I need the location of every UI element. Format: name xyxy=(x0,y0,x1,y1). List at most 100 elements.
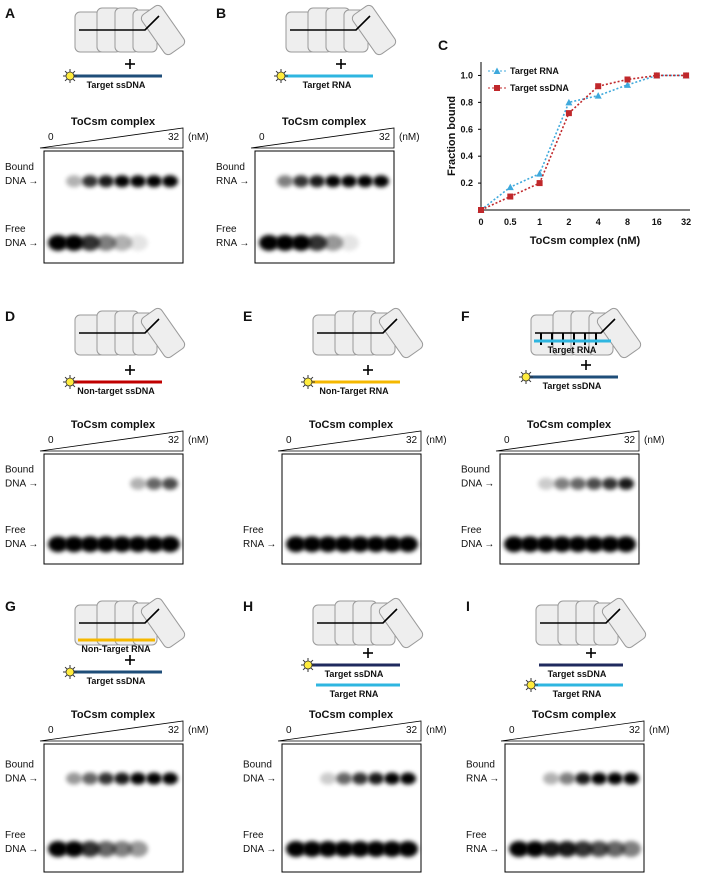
crrna xyxy=(317,608,398,624)
panel-label: F xyxy=(461,308,470,324)
marker xyxy=(683,72,690,79)
strand-name: Target RNA xyxy=(548,345,597,355)
panel-label: E xyxy=(243,308,252,324)
free-label: DNA → xyxy=(243,844,276,855)
conc-start: 0 xyxy=(286,435,292,446)
crrna xyxy=(317,318,398,334)
band xyxy=(82,772,98,785)
panel-label: D xyxy=(5,308,15,324)
crrna xyxy=(540,608,621,624)
y-tick-label: 0.4 xyxy=(460,151,473,161)
csm-schematic xyxy=(530,307,642,359)
conc-start: 0 xyxy=(504,435,510,446)
gradient-wedge xyxy=(39,430,184,452)
band xyxy=(382,536,402,553)
band xyxy=(112,234,132,251)
band xyxy=(128,234,148,251)
ray xyxy=(520,379,524,383)
band xyxy=(538,477,554,490)
band xyxy=(302,536,322,553)
conc-end: 32 xyxy=(624,435,636,446)
band xyxy=(509,840,529,857)
band xyxy=(320,772,336,785)
bound-label: Bound xyxy=(243,760,272,771)
ray xyxy=(302,376,306,380)
band xyxy=(66,772,82,785)
conc-unit: (nM) xyxy=(188,132,209,143)
band xyxy=(543,772,559,785)
csm-subunit xyxy=(351,4,397,56)
ray xyxy=(310,384,314,388)
band xyxy=(398,840,418,857)
x-tick-label: 1 xyxy=(537,217,542,227)
strand-name: Target ssDNA xyxy=(87,80,146,90)
conc-end: 32 xyxy=(168,725,180,736)
csm-schematic xyxy=(74,307,186,359)
band xyxy=(98,772,114,785)
ray xyxy=(520,371,524,375)
fluorophore xyxy=(63,665,77,679)
marker xyxy=(594,92,602,99)
band xyxy=(559,772,575,785)
band xyxy=(520,536,540,553)
conc-unit: (nM) xyxy=(188,435,209,446)
band xyxy=(302,840,322,857)
y-tick-label: 0.8 xyxy=(460,97,473,107)
conc-start: 0 xyxy=(286,725,292,736)
legend-label: Target ssDNA xyxy=(510,83,569,93)
ray xyxy=(64,666,68,670)
gradient-wedge xyxy=(277,430,422,452)
band xyxy=(334,536,354,553)
bound-label: Bound xyxy=(461,465,490,476)
band xyxy=(96,536,116,553)
ray xyxy=(533,687,537,691)
band xyxy=(600,536,620,553)
bound-label: Bound xyxy=(5,465,34,476)
bound-label: RNA → xyxy=(216,176,249,187)
panel-label: B xyxy=(216,5,226,21)
band xyxy=(259,234,279,251)
bound-label: Bound xyxy=(466,760,495,771)
free-label: DNA → xyxy=(5,844,38,855)
strand-name: Target ssDNA xyxy=(87,676,146,686)
fluorophore xyxy=(301,658,315,672)
band xyxy=(80,234,100,251)
band xyxy=(114,175,130,188)
csm-schematic xyxy=(312,597,424,649)
band xyxy=(368,772,384,785)
fluorophore xyxy=(301,375,315,389)
bound-label: Bound xyxy=(216,162,245,173)
ray xyxy=(310,376,314,380)
bound-label: RNA → xyxy=(466,774,499,785)
marker xyxy=(624,81,631,88)
band xyxy=(568,536,588,553)
band xyxy=(602,477,618,490)
strand-name: Non-Target RNA xyxy=(81,644,151,654)
csm-schematic xyxy=(312,307,424,359)
series-line xyxy=(480,74,687,211)
free-label: Free xyxy=(5,525,26,536)
ray xyxy=(72,78,76,82)
band xyxy=(366,536,386,553)
band xyxy=(605,840,625,857)
band xyxy=(334,840,354,857)
bound-label: DNA → xyxy=(461,479,494,490)
bound-label: DNA → xyxy=(5,774,38,785)
band xyxy=(382,840,402,857)
conc-start: 0 xyxy=(48,725,54,736)
csm-schematic xyxy=(285,4,397,56)
csm-subunit xyxy=(140,307,186,359)
y-tick-label: 0.2 xyxy=(460,178,473,188)
band xyxy=(357,175,373,188)
dot xyxy=(276,71,286,81)
gel-title: ToCsm complex xyxy=(309,709,394,721)
crrna xyxy=(79,318,160,334)
band xyxy=(318,536,338,553)
conc-end: 32 xyxy=(168,435,180,446)
conc-unit: (nM) xyxy=(426,725,447,736)
ray xyxy=(302,667,306,671)
dot xyxy=(65,71,75,81)
ray xyxy=(72,674,76,678)
x-tick-label: 0.5 xyxy=(504,217,517,227)
band xyxy=(570,477,586,490)
